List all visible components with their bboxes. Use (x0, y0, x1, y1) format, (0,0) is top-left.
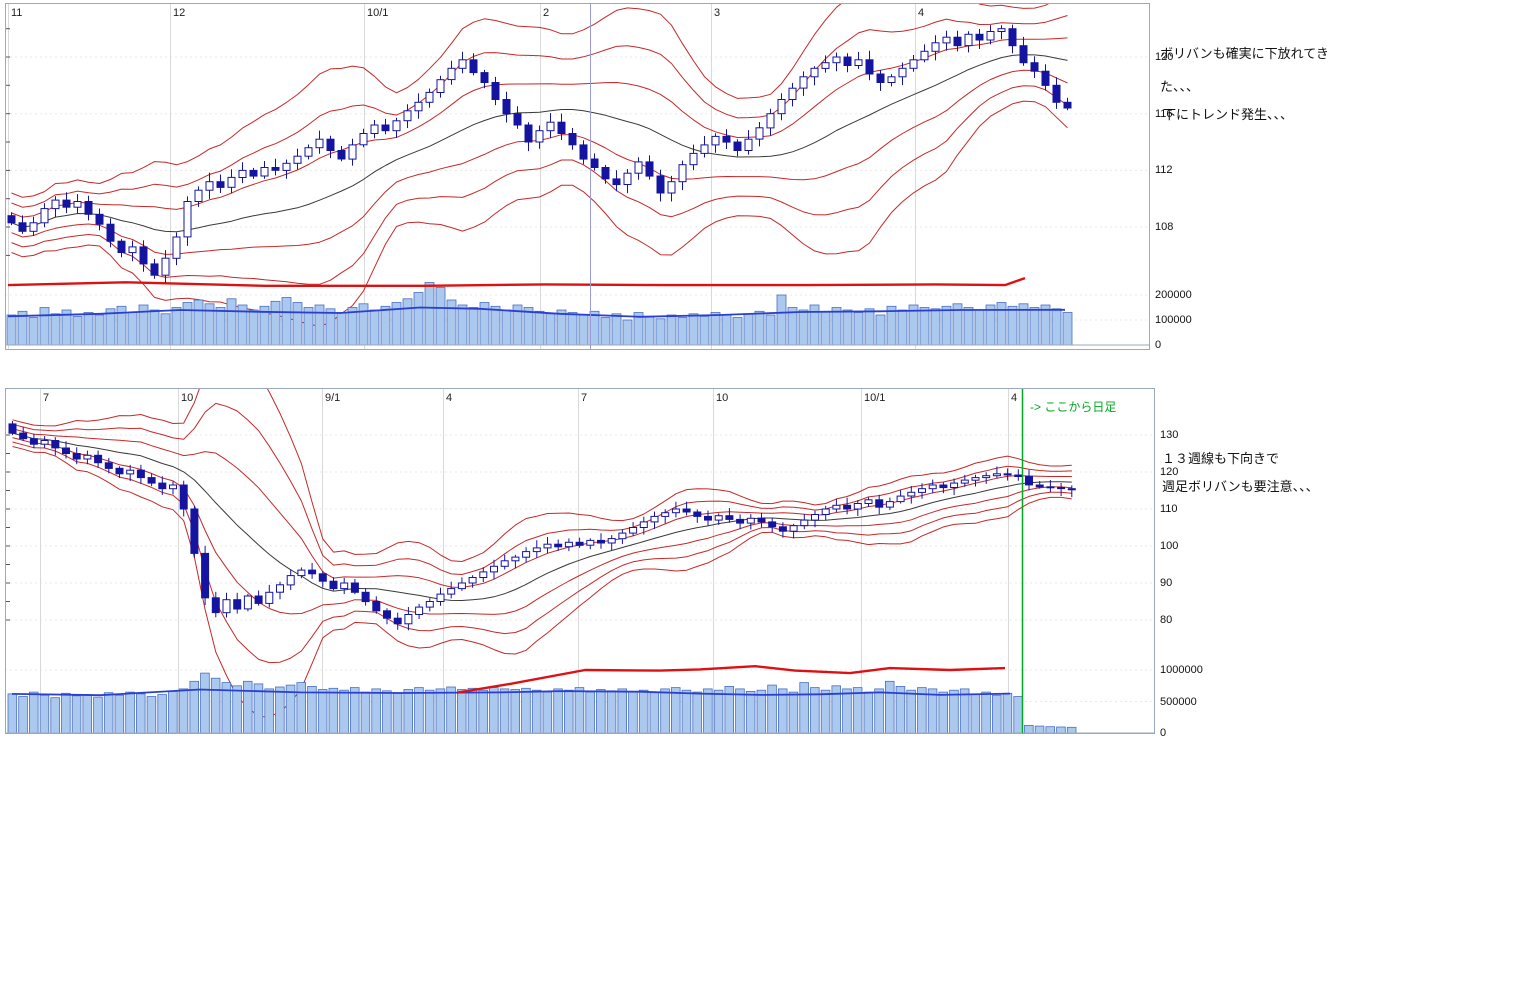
x-axis-label: 10 (181, 392, 193, 404)
volume-ma-line (7, 306, 1066, 318)
x-axis-label: 7 (581, 392, 587, 404)
y-axis-label: 0 (1160, 727, 1167, 739)
y-axis-label: 90 (1160, 577, 1173, 589)
long-term-ma-line (456, 665, 1006, 694)
y-axis-label: 120 (1160, 466, 1179, 478)
candles-layer (7, 24, 1072, 283)
weekly-chart-svg: 7 10 9/1 4 7 10 10/1 4 (5, 388, 1155, 734)
y-axis-label: 80 (1160, 614, 1173, 626)
volume-bars-layer (5, 282, 1150, 346)
x-axis-label: 9/1 (325, 392, 340, 404)
weekly-marker-note: -> ここから日足 (1030, 400, 1117, 414)
x-axis-label: 10/1 (864, 392, 885, 404)
y-axis-label: 0 (1155, 339, 1162, 351)
bollinger-bands-layer (11, 3, 1068, 327)
daily-annotation-line2: た、、、 (1160, 79, 1200, 94)
x-axis-label: 2 (543, 7, 549, 19)
daily-candlestick-chart: 11 12 10/1 2 3 4 (5, 3, 1150, 350)
x-axis-label: 7 (43, 392, 49, 404)
y-axis-label: 112 (1155, 164, 1173, 177)
volume-ma-line (11, 688, 1011, 697)
x-axis-label: 4 (918, 7, 924, 19)
daily-chart-svg: 11 12 10/1 2 3 4 (5, 3, 1150, 350)
y-axis-label: 200000 (1155, 289, 1192, 301)
x-axis-label: 10/1 (367, 7, 388, 19)
weekly-annotation-line1: １３週線も下向きで (1162, 451, 1280, 466)
y-axis-label: 100000 (1155, 314, 1192, 326)
daily-annotation-line1: ボリバンも確実に下放れてき (1160, 46, 1329, 61)
y-axis-label: 120 (1155, 51, 1174, 63)
long-term-ma-line (7, 276, 1026, 287)
y-axis-label: 100 (1160, 540, 1179, 552)
x-axis-label: 12 (173, 7, 185, 19)
candles-layer (8, 421, 1076, 631)
y-axis-label: 130 (1160, 429, 1179, 441)
bollinger-bands-layer (12, 388, 1072, 718)
weekly-annotation-line2: 週足ボリバンも要注意、、、 (1162, 479, 1319, 494)
grid-layer: 7 10 9/1 4 7 10 10/1 4 (5, 388, 1155, 734)
y-axis-label: 110 (1160, 503, 1178, 515)
x-axis-label: 10 (716, 392, 728, 404)
weekly-candlestick-chart: 7 10 9/1 4 7 10 10/1 4 (5, 388, 1155, 734)
y-axis-label: 1000000 (1160, 664, 1203, 676)
grid-layer: 11 12 10/1 2 3 4 (5, 3, 1150, 350)
volume-bars-layer (5, 672, 1155, 734)
y-axis-label: 116 (1155, 107, 1173, 120)
daily-annotation-line3: 下にトレンド発生、、、 (1163, 107, 1294, 122)
y-axis-label: 500000 (1160, 695, 1197, 708)
x-axis-label: 4 (446, 392, 452, 404)
x-axis-label: 3 (714, 7, 720, 19)
x-axis-label: 4 (1011, 392, 1017, 404)
y-axis-label: 108 (1155, 221, 1174, 234)
x-axis-label: 11 (11, 7, 22, 19)
